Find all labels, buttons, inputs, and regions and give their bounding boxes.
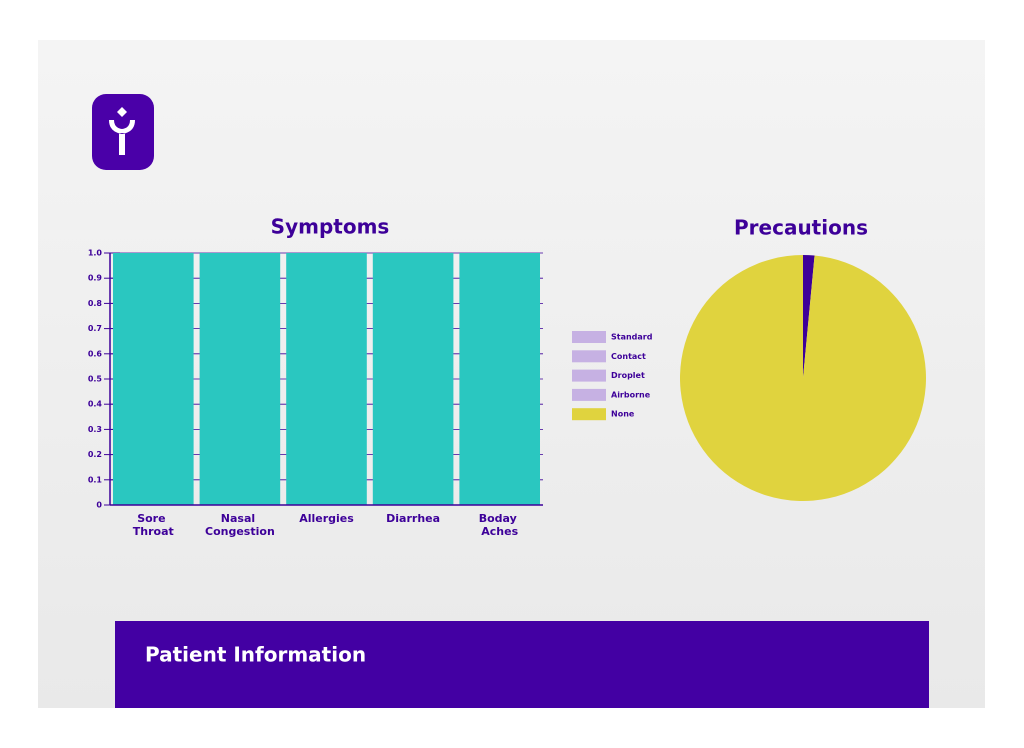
legend-swatch [572, 350, 606, 363]
bar [459, 253, 540, 505]
bar [113, 253, 194, 505]
legend-label: Droplet [611, 371, 645, 380]
legend-label: Airborne [611, 390, 651, 399]
legend-swatch [572, 408, 606, 421]
bar [286, 253, 367, 505]
y-tick-label: 0.1 [88, 475, 103, 484]
legend-label: Standard [611, 333, 653, 342]
x-tick-label: Nasal Congestion [205, 512, 275, 538]
legend-label: Contact [611, 352, 646, 361]
y-tick-label: 0 [96, 501, 102, 510]
label-line: Congestion [205, 525, 275, 538]
x-tick-label: Diarrhea [386, 512, 440, 525]
bar [199, 253, 281, 505]
logo [92, 94, 154, 170]
pie-slice [679, 255, 926, 501]
y-tick-label: 0.8 [88, 299, 103, 308]
y-tick-label: 0.3 [88, 425, 102, 434]
x-tick-label: Boday Aches [479, 512, 521, 538]
label-line: Boday [479, 512, 521, 525]
y-tick-label: 0.4 [88, 400, 103, 409]
panel-title: Patient Information [145, 643, 366, 667]
label-line: Sore [137, 512, 169, 525]
chart-title: Symptoms [271, 215, 390, 239]
legend-swatch [572, 369, 606, 382]
label-line: Throat [133, 525, 174, 538]
label-line: Aches [481, 525, 518, 538]
chart-title: Precautions [734, 216, 868, 240]
y-tick-label: 1.0 [88, 249, 103, 258]
legend-swatch [572, 331, 606, 343]
y-tick-label: 0.2 [88, 450, 102, 459]
label-line: Allergies [299, 512, 354, 525]
label-line: Diarrhea [386, 512, 440, 525]
legend-swatch [572, 388, 606, 401]
pie-slice [803, 255, 815, 378]
y-tick-label: 0.6 [88, 349, 103, 358]
y-tick-label: 0.9 [88, 274, 103, 283]
label-line: Nasal [221, 512, 259, 525]
x-tick-label: Allergies [299, 512, 354, 525]
bar [372, 253, 454, 505]
patient-panel [115, 621, 929, 708]
legend-label: None [611, 410, 635, 419]
y-tick-label: 0.7 [88, 324, 102, 333]
y-tick-label: 0.5 [88, 375, 103, 384]
x-tick-label: Sore Throat [133, 512, 174, 538]
